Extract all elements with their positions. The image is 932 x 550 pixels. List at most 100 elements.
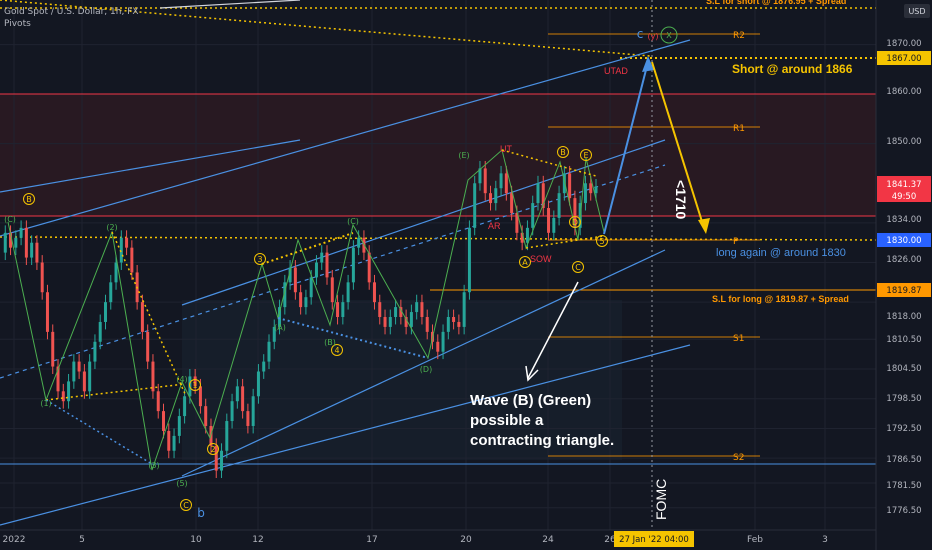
wave-label: C: [575, 263, 581, 272]
candle-body: [420, 302, 424, 318]
wave-label: c: [637, 27, 644, 41]
symbol-title[interactable]: Gold Spot / U.S. Dollar, 1h, FX: [4, 7, 139, 17]
wave-label-ring: [254, 253, 266, 265]
candle-body: [283, 282, 287, 308]
candle-body: [583, 183, 587, 204]
candle-body: [56, 366, 60, 392]
candle-body: [288, 267, 292, 283]
candle-body: [367, 252, 371, 283]
projection-up-head: [642, 56, 654, 72]
currency-badge[interactable]: [904, 4, 930, 18]
wave-overlays: [7, 149, 605, 471]
x-tick-label: 20: [460, 535, 472, 545]
candle-body: [425, 317, 429, 332]
level-lines: R2 R1 P S1 S2: [0, 0, 877, 530]
candle-body: [573, 198, 577, 228]
zone-blue: [182, 300, 622, 460]
annotation-text: AR: [488, 221, 501, 231]
candle-body: [494, 188, 498, 204]
annotation-text: UT: [500, 144, 512, 154]
candle-body: [88, 361, 92, 392]
pivot-label: R1: [733, 124, 745, 134]
y-tick-label: 1781.50: [886, 481, 921, 491]
price-tag-label: 1830.00: [886, 236, 921, 246]
wave-guide: [277, 317, 429, 359]
wave-guide: [111, 231, 187, 397]
candle-body: [262, 361, 266, 372]
candle-body: [246, 411, 250, 426]
candle-body: [151, 361, 155, 392]
currency-label: USD: [908, 7, 925, 16]
candle-body: [457, 321, 461, 327]
candle-body: [272, 326, 276, 342]
candle-body: [394, 307, 398, 318]
indicator-label[interactable]: Pivots: [4, 19, 31, 29]
candle-body: [61, 391, 65, 402]
candle-body: [30, 242, 34, 258]
annotation-text: FOMC: [653, 479, 669, 520]
candle-body: [235, 386, 239, 402]
candle-body: [547, 208, 551, 233]
time-axis[interactable]: 2022 5 10 12 17 20 24 26 Feb 3 27 Jan '22 04:00: [0, 529, 876, 547]
wave-label-ring: [331, 344, 343, 356]
annotation-text: Wave (B) (Green): [470, 392, 591, 409]
candle-body: [130, 247, 134, 273]
price-axis[interactable]: USD 1870.00 1860.00 1850.00 1834.00 1826.00 18…: [875, 0, 932, 550]
projection-up: [603, 61, 649, 235]
channel-lines: [0, 0, 691, 526]
candle-body: [594, 186, 598, 194]
candle-body: [98, 321, 102, 342]
candle-body: [330, 277, 334, 303]
wave-label-ring: [207, 443, 219, 455]
x-tick-label: 12: [252, 535, 263, 545]
candle-body: [19, 227, 23, 238]
candle-body: [45, 292, 49, 332]
wave-label: (C): [347, 217, 359, 226]
candle-body: [267, 341, 271, 362]
candle-body: [378, 302, 382, 318]
x-tick-label: Feb: [747, 535, 763, 545]
wave-guide: [501, 149, 597, 177]
trend-line-top: [159, 0, 301, 9]
wave-label: (C): [4, 215, 16, 224]
wave-guide: [261, 232, 354, 265]
candle-body: [293, 267, 297, 293]
x-tick-label: 26: [604, 535, 616, 545]
candle-body: [82, 371, 86, 392]
candle-body: [541, 183, 545, 209]
candle-body: [473, 183, 477, 228]
candle-body: [103, 302, 107, 322]
candle-body: [156, 391, 160, 412]
candle-body: [193, 376, 197, 387]
wave-label-ring: [572, 261, 584, 273]
channel-line: [181, 249, 666, 477]
candle-body: [172, 435, 176, 451]
candle-body: [525, 227, 529, 243]
candle-body: [167, 430, 171, 451]
wave-guide: [45, 399, 153, 465]
candle-body: [125, 237, 129, 248]
x-tick-label: 5: [79, 535, 85, 545]
pivot-label: S2: [733, 453, 744, 463]
candle-body: [446, 317, 450, 332]
price-tag-label: 1867.00: [886, 54, 921, 64]
candle-body: [214, 445, 218, 471]
candle-body: [504, 173, 508, 194]
candle-body: [241, 386, 245, 412]
candle-body: [415, 302, 419, 313]
price-tag: [877, 51, 931, 65]
wave-label: 5: [599, 237, 604, 246]
candle-body: [146, 331, 150, 362]
annotation-text: long again @ around 1830: [716, 247, 846, 259]
x-tick-label: 24: [542, 535, 554, 545]
candle-body: [552, 217, 556, 233]
candle-body: [441, 331, 445, 352]
candle-body: [198, 386, 202, 407]
y-tick-label: 1818.00: [886, 312, 921, 322]
y-tick-label: 1850.00: [886, 137, 921, 147]
wave-label: A: [522, 258, 528, 267]
y-tick-label: 1786.50: [886, 455, 921, 465]
candle-body: [346, 282, 350, 303]
candle-body: [9, 232, 13, 248]
